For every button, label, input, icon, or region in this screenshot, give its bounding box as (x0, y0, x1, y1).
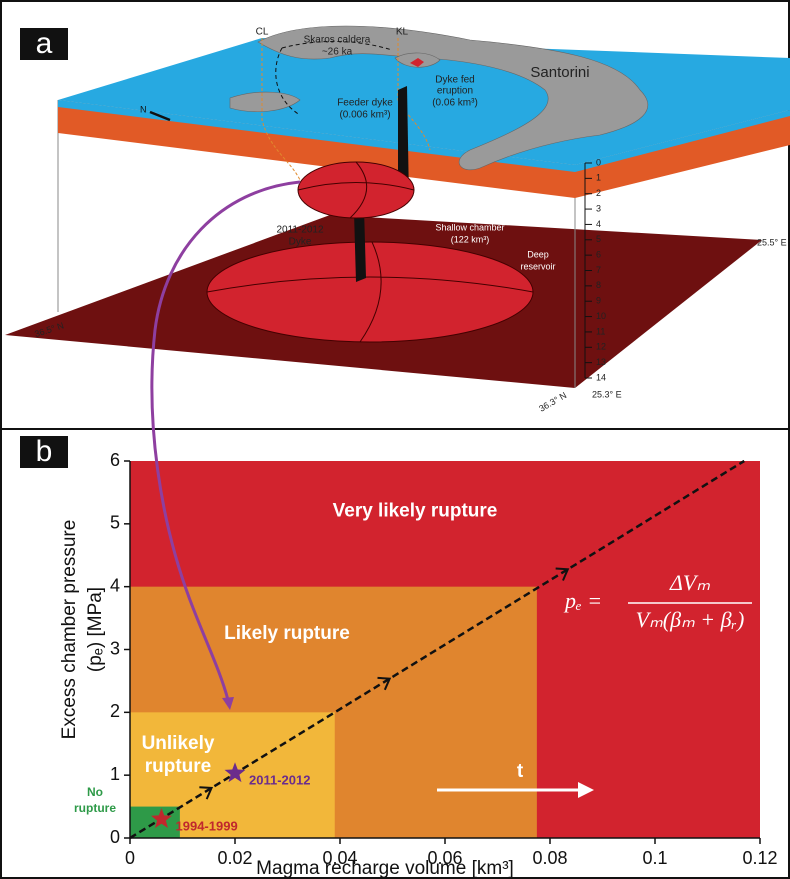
event-label: 2011-2012 (249, 773, 310, 788)
dyke (354, 208, 366, 282)
sea-layer (58, 100, 575, 172)
direction-chevron (377, 676, 392, 691)
profile-line (261, 38, 301, 181)
panel-label: b (36, 435, 53, 468)
region-label: No (87, 785, 103, 799)
coord-label: 25.3° E (592, 389, 622, 399)
eruption-label: (0.06 km³) (432, 98, 478, 109)
eruption-site (410, 58, 424, 67)
region-label: Likely rupture (224, 623, 350, 644)
x-tick-label: 0.1 (642, 848, 667, 868)
event-star (151, 808, 172, 829)
depth-tick-label: 1 (596, 173, 601, 183)
link-arrowhead (222, 697, 234, 710)
island-label: Santorini (530, 64, 589, 81)
crust-layer (575, 110, 790, 198)
feeder-label: Feeder dyke (337, 98, 393, 109)
region-label: rupture (74, 801, 116, 815)
panel-label-box (20, 436, 68, 468)
depth-tick-label: 2 (596, 188, 601, 198)
region-label: Very likely rupture (333, 500, 498, 521)
y-tick-label: 5 (110, 513, 120, 533)
chamber-grid (297, 161, 415, 219)
depth-tick-label: 14 (596, 372, 606, 382)
dyke-label: 2011-2012 (276, 225, 324, 236)
deep-reservoir (206, 241, 534, 343)
trend-line (129, 459, 745, 840)
reservoir-grid (206, 241, 534, 343)
panel-label-box (20, 28, 68, 60)
profile-label: KL (396, 27, 409, 38)
x-axis-label: Magma recharge volume [km³] (256, 858, 514, 879)
caldera-label: ~26 ka (322, 47, 353, 58)
north-arrow (149, 110, 171, 122)
depth-tick-label: 4 (596, 219, 601, 229)
profile-label: CL (256, 27, 269, 38)
x-tick-label: 0.12 (742, 848, 777, 868)
depth-tick-label: 0 (596, 157, 601, 167)
event-label: 1994-1999 (176, 819, 238, 834)
shallow-label: (122 km³) (451, 234, 490, 244)
y-axis-label: Excess chamber pressure (59, 520, 80, 740)
coord-label: 25.5° E (757, 237, 787, 247)
eruption-label: eruption (437, 86, 473, 97)
island (229, 25, 649, 170)
y-tick-label: 3 (110, 638, 120, 658)
chart: Very likely rupture Likely rupture Unlikel… (20, 435, 778, 879)
depth-tick-label: 13 (596, 357, 606, 367)
eruption-label: Dyke fed (435, 75, 474, 86)
depth-tick-label: 5 (596, 234, 601, 244)
panel-label: a (36, 27, 53, 60)
deep-label: Deep (527, 249, 549, 259)
equation-numerator: ΔVₘ (669, 570, 710, 595)
x-tick-label: 0 (125, 848, 135, 868)
sea-layer (575, 110, 790, 172)
y-tick-label: 6 (110, 450, 120, 470)
event-star (224, 762, 246, 783)
region-label: rupture (145, 756, 212, 777)
depth-tick-label: 6 (596, 250, 601, 260)
shallow-label: Shallow chamber (435, 222, 504, 232)
depth-tick-label: 10 (596, 311, 606, 321)
direction-chevron (555, 567, 570, 581)
caldera-rim (275, 40, 393, 116)
depth-tick-label: 3 (596, 203, 601, 213)
x-tick-label: 0.02 (217, 848, 252, 868)
depth-tick-label: 11 (596, 326, 605, 336)
feeder-label: (0.006 km³) (339, 110, 390, 121)
shallow-chamber (297, 161, 415, 219)
y-tick-label: 2 (110, 701, 120, 721)
depth-tick-label: 8 (596, 280, 601, 290)
link-curve (150, 180, 301, 701)
depth-tick-label: 12 (596, 342, 606, 352)
x-tick-label: 0.08 (532, 848, 567, 868)
x-tick-label: 0.06 (427, 848, 462, 868)
y-tick-label: 1 (110, 764, 120, 784)
time-arrowhead (578, 782, 594, 798)
caldera-label: Skaros caldera (304, 35, 371, 46)
depth-tick-label: 7 (596, 265, 601, 275)
region-label: Unlikely (142, 733, 215, 754)
dyke-label: Dyke (289, 237, 312, 248)
north-label: N (140, 104, 147, 114)
deep-label: reservoir (520, 261, 555, 271)
y-tick-label: 0 (110, 827, 120, 847)
y-tick-label: 4 (110, 575, 120, 595)
direction-chevron (199, 786, 214, 800)
equation-lhs: pₑ = (563, 588, 602, 613)
equation-denominator: Vₘ(βₘ + βᵣ) (636, 607, 745, 632)
depth-tick-label: 9 (596, 296, 601, 306)
x-tick-label: 0.04 (322, 848, 357, 868)
crust-layer (58, 100, 575, 198)
time-label: t (517, 761, 524, 782)
y-axis-label: (pₑ) [MPa] (85, 587, 106, 672)
